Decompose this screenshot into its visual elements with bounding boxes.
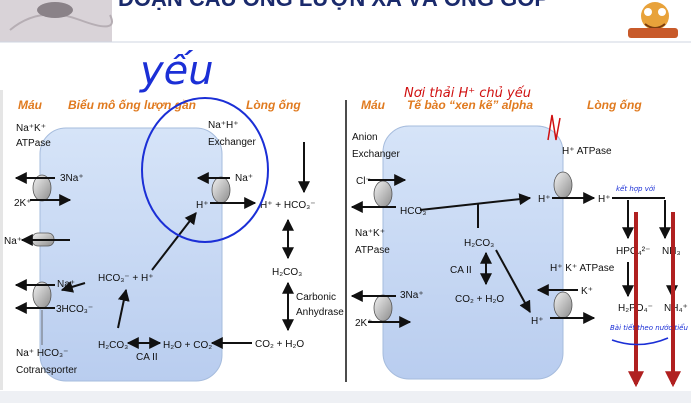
label-mau-left: Máu bbox=[18, 98, 43, 112]
hk-atpase-icon bbox=[553, 291, 573, 319]
hco3-h-label: HCO₃⁻ + H⁺ bbox=[98, 273, 153, 284]
hco3-3-label: 3HCO₃⁻ bbox=[56, 304, 93, 315]
na3-label: 3Na⁺ bbox=[60, 173, 84, 184]
hpo4-label: HPO₄²⁻ bbox=[616, 246, 650, 257]
lumen-h-hco3-label: H⁺ + HCO₃⁻ bbox=[260, 200, 315, 211]
nh-exchanger-label-2: Exchanger bbox=[208, 137, 256, 148]
carbonic-label-1: Carbonic bbox=[296, 292, 336, 303]
page-title: ĐOẠN CẦU ỐNG LƯỢN XA VÀ ỐNG GÓP bbox=[118, 0, 549, 11]
alpha-intercalated-cell bbox=[382, 125, 564, 380]
anion-exchanger-icon bbox=[373, 180, 393, 208]
hk-atpase-label: H⁺ K⁺ ATPase bbox=[550, 263, 615, 274]
left-panel: Máu Biểu mô ống lượn gần Lòng ống Na⁺K⁺ … bbox=[4, 98, 344, 382]
nak-right-label-1: Na⁺K⁺ bbox=[355, 228, 385, 239]
proximal-tubule-cell bbox=[39, 127, 223, 382]
lumen-h2co3-label: H₂CO₃ bbox=[272, 267, 302, 278]
nak-atpase-label-2: ATPase bbox=[16, 138, 51, 149]
nh-exchanger-label-1: Na⁺H⁺ bbox=[208, 120, 239, 131]
nak-right-pump-icon bbox=[373, 294, 393, 322]
hco3-right-label: HCO₃⁻ bbox=[400, 206, 432, 217]
note-yeu: yếu bbox=[139, 48, 214, 94]
h-ex-label: H⁺ bbox=[196, 200, 209, 211]
anion-label-2: Exchanger bbox=[352, 149, 400, 160]
carbonic-label-2: Anhydrase bbox=[296, 307, 344, 318]
nh-exchanger-icon bbox=[211, 176, 231, 204]
h-lumen-label: H⁺ bbox=[598, 194, 611, 205]
h2o-co2-label: H₂O + CO₂ bbox=[163, 340, 212, 351]
ca2-left-label: CA II bbox=[136, 352, 158, 363]
cartoon-logo bbox=[628, 2, 678, 38]
k-label: K⁺ bbox=[581, 286, 593, 297]
label-mau-right: Máu bbox=[361, 98, 386, 112]
cotrans-label-2: Cotransporter bbox=[16, 365, 78, 376]
nak-right-label-2: ATPase bbox=[355, 245, 390, 256]
anion-label-1: Anion bbox=[352, 132, 378, 143]
handwritten-notes: yếu Nơi thải H⁺ chủ yếu kết hợp với Bài … bbox=[139, 48, 688, 346]
bottom-bar bbox=[0, 391, 691, 403]
h-atpase-label: H⁺ ATPase bbox=[562, 146, 612, 157]
note-ket-hop: kết hợp với bbox=[616, 185, 655, 193]
h-cell-label: H⁺ bbox=[538, 194, 551, 205]
cl-label: Cl⁻ bbox=[356, 176, 371, 187]
co2-h2o-right-label: CO₂ + H₂O bbox=[455, 294, 504, 305]
na-channel-label: Na⁺ bbox=[4, 236, 22, 247]
nh4-label: NH₄⁺ bbox=[664, 303, 688, 314]
label-long-ong-right: Lòng ống bbox=[587, 98, 642, 112]
note-bai-tiet: Bài tiết theo nước tiểu bbox=[610, 323, 688, 332]
header: ĐOẠN CẦU ỐNG LƯỢN XA VÀ ỐNG GÓP bbox=[0, 0, 691, 42]
label-te-bao: Tế bào “xen kẽ” alpha bbox=[407, 98, 533, 112]
nak-atpase-label-1: Na⁺K⁺ bbox=[16, 123, 46, 134]
na-ex-label: Na⁺ bbox=[235, 173, 253, 184]
note-noi-thai: Nơi thải H⁺ chủ yếu bbox=[404, 86, 531, 101]
k2-label: 2K⁺ bbox=[14, 198, 32, 209]
label-bieu-mo: Biểu mô ống lượn gần bbox=[68, 98, 196, 112]
lumen-co2-h2o-label: CO₂ + H₂O bbox=[255, 339, 304, 350]
h2co3-right-label: H₂CO₃ bbox=[464, 238, 494, 249]
right-panel: Máu Tế bào “xen kẽ” alpha Lòng ống Anion… bbox=[350, 98, 688, 388]
h-atpase-icon bbox=[553, 171, 573, 199]
h2co3-left-label: H₂CO₃ bbox=[98, 340, 128, 351]
na3-right-label: 3Na⁺ bbox=[400, 290, 424, 301]
cotrans-label-1: Na⁺ HCO₃⁻ bbox=[16, 348, 68, 359]
ink-circle bbox=[141, 97, 269, 243]
ca2-right-label: CA II bbox=[450, 265, 472, 276]
h-cell2-label: H⁺ bbox=[531, 316, 544, 327]
k2-right-label: 2K⁺ bbox=[355, 318, 373, 329]
label-long-ong-left: Lòng ống bbox=[246, 98, 301, 112]
